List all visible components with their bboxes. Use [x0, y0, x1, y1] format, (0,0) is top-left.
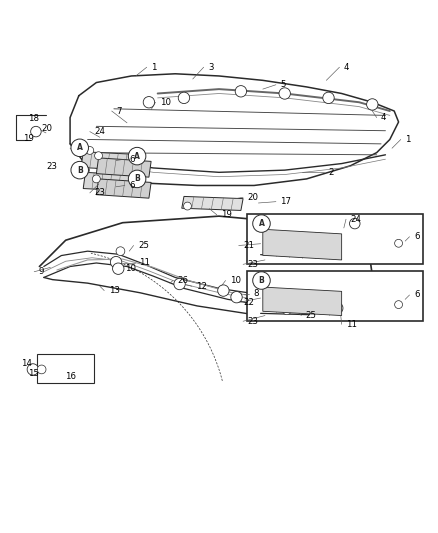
Text: 17: 17 — [280, 197, 291, 206]
Circle shape — [143, 96, 155, 108]
Text: 22: 22 — [243, 298, 254, 307]
Polygon shape — [263, 229, 342, 260]
Text: 6: 6 — [129, 155, 135, 164]
Circle shape — [323, 92, 334, 103]
FancyBboxPatch shape — [247, 214, 423, 264]
Circle shape — [184, 202, 191, 210]
Polygon shape — [81, 152, 136, 170]
Text: 10: 10 — [160, 98, 171, 107]
Circle shape — [27, 364, 39, 375]
Text: A: A — [134, 151, 140, 160]
Circle shape — [178, 92, 190, 103]
Text: 4: 4 — [381, 113, 387, 122]
Circle shape — [128, 170, 146, 188]
Circle shape — [395, 301, 403, 309]
Text: 6: 6 — [414, 290, 420, 300]
Text: 6: 6 — [129, 181, 135, 190]
Circle shape — [71, 161, 88, 179]
Polygon shape — [263, 287, 342, 316]
Polygon shape — [182, 197, 243, 211]
Circle shape — [367, 99, 378, 110]
FancyBboxPatch shape — [247, 271, 423, 321]
Circle shape — [253, 272, 270, 289]
Text: 3: 3 — [208, 63, 214, 72]
Text: 21: 21 — [243, 241, 254, 250]
Text: 6: 6 — [414, 232, 420, 241]
Circle shape — [116, 247, 125, 255]
Text: 25: 25 — [306, 311, 317, 320]
Text: 20: 20 — [247, 193, 258, 202]
Text: 10: 10 — [125, 264, 136, 273]
Circle shape — [31, 126, 41, 137]
Text: A: A — [77, 143, 83, 152]
Polygon shape — [96, 179, 151, 198]
Polygon shape — [83, 172, 138, 191]
Text: B: B — [258, 276, 265, 285]
Text: 4: 4 — [344, 63, 350, 72]
Circle shape — [174, 278, 185, 290]
Circle shape — [253, 215, 270, 232]
Text: 5: 5 — [280, 80, 286, 89]
Text: 11: 11 — [346, 320, 357, 329]
Circle shape — [332, 302, 343, 314]
Text: 13: 13 — [109, 286, 120, 295]
Text: 26: 26 — [177, 276, 188, 285]
Circle shape — [235, 86, 247, 97]
Text: 19: 19 — [23, 134, 34, 143]
Circle shape — [350, 219, 360, 229]
Circle shape — [128, 147, 146, 165]
Circle shape — [37, 365, 46, 374]
Text: A: A — [258, 219, 265, 228]
Text: 2: 2 — [328, 168, 334, 177]
Circle shape — [92, 175, 100, 183]
Text: 24: 24 — [94, 127, 105, 136]
Text: 9: 9 — [39, 267, 44, 276]
Text: B: B — [134, 174, 140, 183]
Circle shape — [283, 306, 291, 314]
Text: 23: 23 — [94, 189, 105, 197]
Circle shape — [231, 292, 242, 303]
Text: 16: 16 — [65, 373, 76, 382]
Circle shape — [395, 239, 403, 247]
Circle shape — [113, 263, 124, 274]
Text: 15: 15 — [28, 369, 39, 378]
Text: B: B — [77, 166, 83, 175]
Circle shape — [218, 285, 229, 296]
Circle shape — [81, 166, 89, 174]
Text: 11: 11 — [139, 259, 150, 268]
Text: 7: 7 — [116, 107, 122, 116]
Text: 10: 10 — [230, 276, 241, 285]
Circle shape — [279, 88, 290, 99]
Circle shape — [71, 139, 88, 157]
Text: 14: 14 — [21, 359, 32, 368]
Circle shape — [86, 147, 94, 155]
Text: 24: 24 — [350, 215, 361, 224]
Text: 25: 25 — [138, 241, 149, 250]
Text: 19: 19 — [221, 211, 232, 219]
Text: 18: 18 — [28, 114, 39, 123]
Text: 12: 12 — [196, 282, 207, 290]
Text: 23: 23 — [247, 317, 258, 326]
Text: 20: 20 — [42, 124, 53, 133]
Text: 23: 23 — [46, 162, 57, 171]
Text: 23: 23 — [247, 260, 258, 269]
Text: 1: 1 — [151, 63, 157, 72]
Polygon shape — [96, 158, 151, 177]
Circle shape — [95, 152, 102, 159]
Circle shape — [281, 300, 293, 312]
Text: 1: 1 — [405, 135, 411, 144]
Circle shape — [110, 256, 122, 268]
Text: 8: 8 — [253, 289, 259, 298]
